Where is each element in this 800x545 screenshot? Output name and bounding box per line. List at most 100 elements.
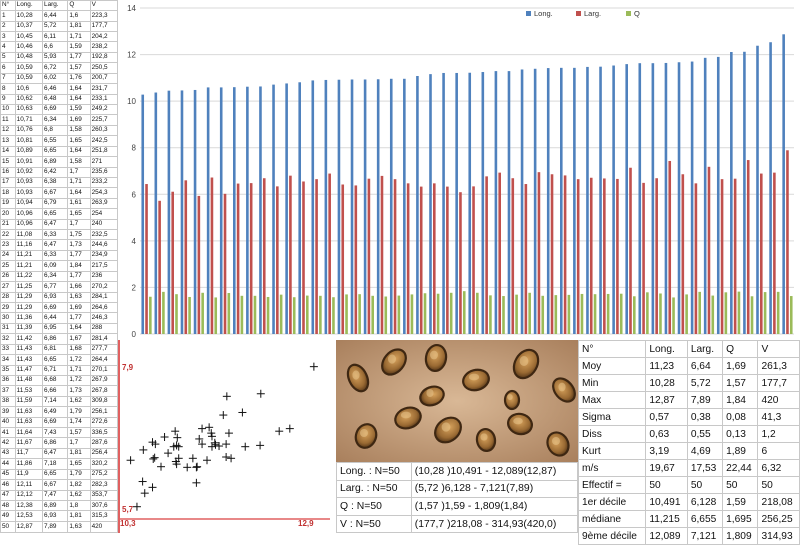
statistic-value: 1,695 — [722, 510, 759, 528]
bar-q — [476, 292, 479, 334]
table-row: 28 11,29 6,93 1,63 284,1 — [0, 291, 119, 304]
measurement-cell: 1,66 — [67, 281, 91, 293]
table-row: 49 12,53 6,93 1,81 315,3 — [0, 510, 119, 522]
measurement-cell: 236 — [89, 270, 119, 283]
measurement-cell: 1,7 — [67, 218, 91, 231]
table-row: 39 11,63 6,49 1,79 256,1 — [0, 406, 119, 418]
legend-entry: Long. — [526, 9, 553, 18]
table-row: 2 10,37 5,72 1,81 177,7 — [0, 20, 119, 33]
measurement-cell: 36 — [0, 374, 16, 387]
scatter-point — [150, 453, 159, 462]
measurement-cell: 10,93 — [14, 176, 44, 189]
measurement-cell: 6,71 — [42, 364, 69, 376]
measurement-cell: 6,69 — [42, 103, 69, 116]
table-row: 27 11,25 6,77 1,66 270,2 — [0, 281, 119, 293]
table-row: 10 10,63 6,69 1,59 249,2 — [0, 103, 119, 116]
statistic-label: Sigma — [577, 408, 647, 426]
bar-q — [345, 294, 348, 334]
statistic-value: 1,89 — [722, 442, 759, 460]
measurement-cell: 11,47 — [14, 364, 44, 376]
table-row: 13 10,81 6,55 1,65 242,5 — [0, 135, 119, 147]
measurement-cell: 223,3 — [89, 10, 119, 22]
measurement-cell: 217,5 — [89, 260, 119, 272]
measurement-cell: 17 — [0, 176, 16, 189]
measurement-cell: 12,87 — [14, 520, 44, 534]
table-row: Diss 0,63 0,55 0,13 1,2 — [577, 425, 800, 443]
scatter-point — [188, 454, 197, 463]
table-row: 47 12,12 7,47 1,62 353,7 — [0, 489, 119, 502]
measurement-cell: 12,53 — [14, 510, 44, 522]
table-row: 22 11,08 6,33 1,75 232,5 — [0, 229, 119, 241]
bar-long — [324, 79, 328, 335]
measurement-cell: 8 — [0, 83, 16, 95]
bar-long — [730, 52, 733, 334]
bar-long — [455, 72, 458, 335]
measurement-cell: 11,21 — [14, 260, 44, 272]
table-row: médiane 11,215 6,655 1,695 256,25 — [577, 510, 800, 528]
scatter-point — [183, 463, 192, 472]
bar-long — [533, 68, 537, 335]
measurement-cell: 11,64 — [14, 427, 44, 439]
bar-long — [625, 64, 628, 335]
scatter-point — [275, 427, 284, 436]
measurement-cell: 20 — [0, 208, 16, 220]
bar-long — [756, 45, 759, 334]
bar-long — [716, 56, 720, 335]
bar-q — [711, 295, 715, 334]
measurement-cell: 1,65 — [67, 135, 91, 147]
measurement-cell: 1,71 — [67, 31, 91, 43]
bar-long — [376, 79, 380, 334]
measurement-cell: 320,2 — [89, 458, 119, 470]
statistic-value: 1,809 — [722, 527, 759, 545]
measurement-cell: 1,73 — [67, 239, 91, 251]
measurement-cell: 1,75 — [67, 229, 91, 241]
measurement-cell: 6,67 — [42, 187, 69, 199]
measurements-header-cell: Larg. — [42, 0, 69, 12]
bar-larg — [629, 167, 632, 334]
statistic-value: 50 — [722, 476, 759, 494]
bar-larg — [459, 192, 462, 334]
bar-larg — [498, 172, 501, 334]
table-row: 23 11,16 6,47 1,73 244,6 — [0, 239, 119, 251]
spore-highlight — [513, 417, 523, 425]
measurement-cell: 6,69 — [42, 301, 69, 314]
bar-larg — [210, 177, 214, 334]
measurement-cell: 6,6 — [42, 41, 69, 53]
statistic-label: médiane — [577, 510, 647, 528]
bar-larg — [655, 178, 658, 334]
measurement-cell: 1,61 — [67, 197, 91, 210]
measurement-cell: 1,77 — [67, 51, 91, 64]
table-row: 9 10,62 6,48 1,64 233,1 — [0, 93, 119, 106]
measurement-cell: 6,33 — [42, 249, 69, 262]
spore-highlight — [558, 382, 566, 392]
bar-long — [651, 63, 655, 335]
y-tick-label: 12 — [127, 51, 136, 60]
scatter-point — [227, 454, 236, 463]
spore-highlight — [360, 429, 368, 437]
measurement-cell: 9 — [0, 93, 16, 106]
bar-larg — [249, 183, 253, 334]
measurement-cell: 6,09 — [42, 260, 69, 272]
bar-q — [515, 294, 518, 334]
spore-highlight — [507, 394, 513, 400]
statistic-label: Moy — [577, 357, 647, 375]
bar-larg — [537, 172, 541, 334]
table-row: 14 10,89 6,65 1,64 251,8 — [0, 145, 119, 158]
statistic-value: 7,121 — [686, 527, 724, 545]
statistics-header-cell: Q — [722, 340, 759, 358]
bar-long — [494, 71, 498, 335]
measurement-cell: 11,63 — [14, 406, 44, 418]
statistic-label: Kurt — [577, 442, 647, 460]
measurement-cell: 30 — [0, 312, 16, 324]
measurement-cell: 1,67 — [67, 333, 91, 345]
bar-larg — [485, 176, 488, 334]
scatter-point — [160, 433, 169, 441]
y-tick-label: 4 — [132, 237, 137, 246]
bar-long — [743, 51, 746, 335]
bar-q — [685, 294, 688, 334]
scatter-point — [157, 462, 166, 471]
statistic-value: 6 — [757, 442, 800, 460]
measurement-cell: 1,81 — [67, 447, 91, 460]
measurement-cell: 11,42 — [14, 333, 44, 345]
table-row: 33 11,43 6,81 1,68 277,7 — [0, 343, 119, 356]
